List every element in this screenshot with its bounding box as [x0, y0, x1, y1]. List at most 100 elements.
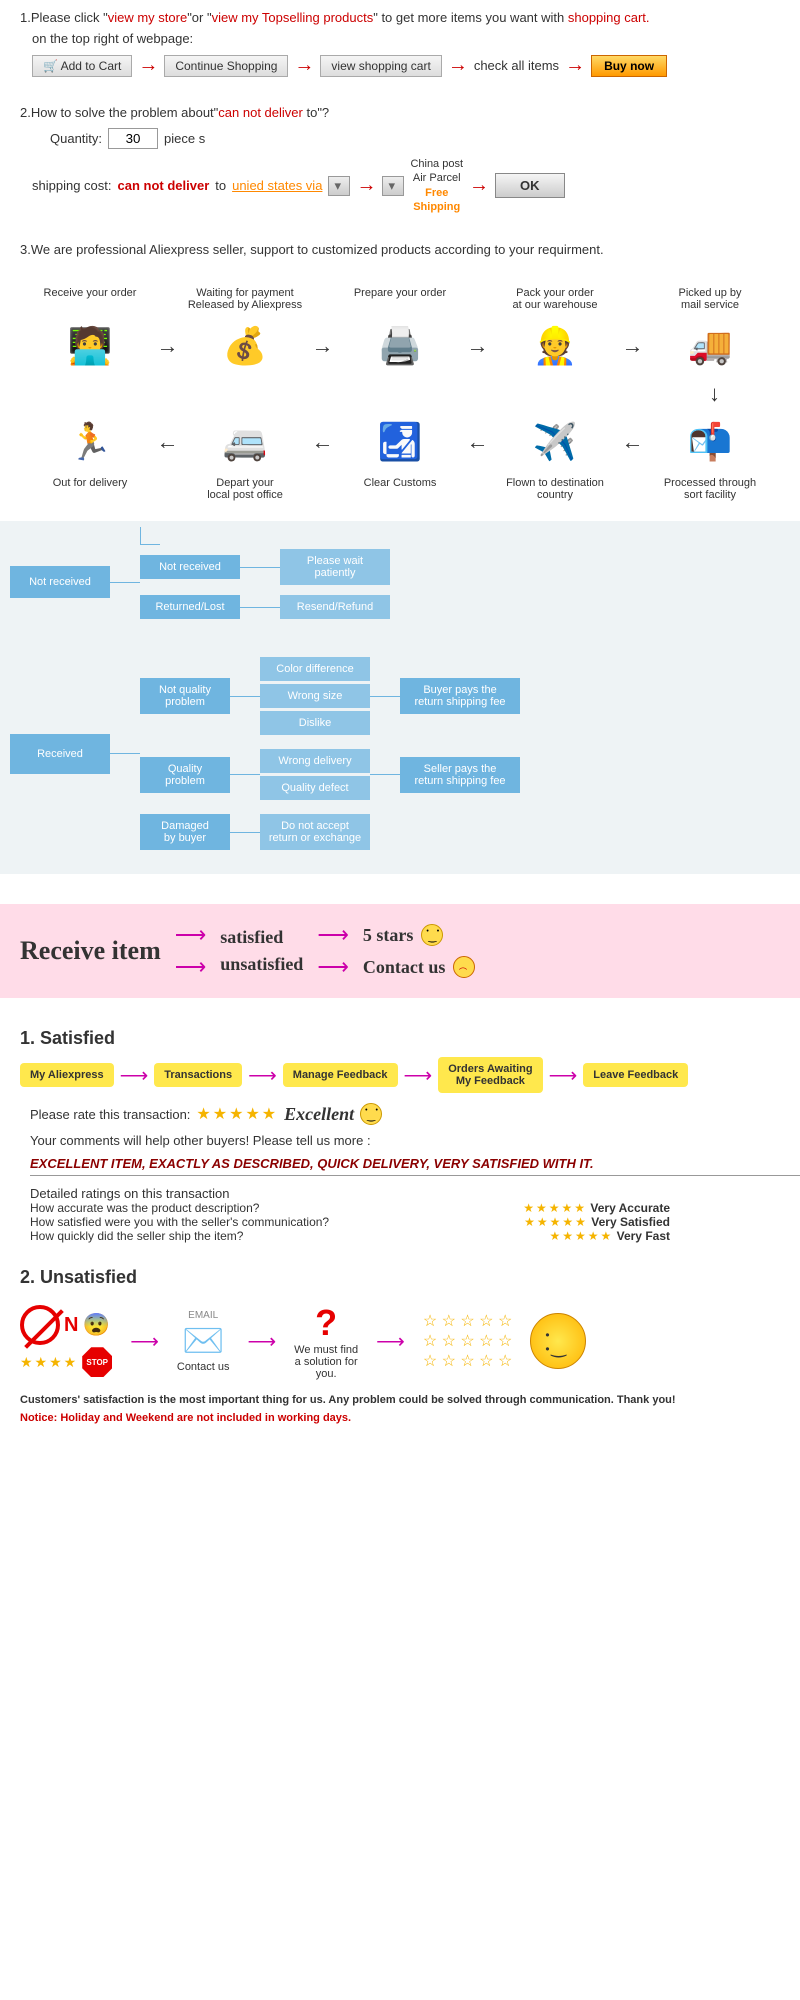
- flow-cell: 📬: [650, 411, 770, 473]
- label: Clear Customs: [340, 477, 460, 489]
- dropdown-icon[interactable]: [328, 176, 350, 196]
- row: Not received Please wait patiently: [140, 549, 390, 585]
- link-cart[interactable]: shopping cart.: [568, 10, 650, 25]
- flow-cell: 👷: [495, 315, 615, 377]
- arrow-icon: ⟶: [247, 1329, 276, 1354]
- satisfied-heading: 1. Satisfied: [20, 1028, 780, 1049]
- footer-note-2: Notice: Holiday and Weekend are not incl…: [20, 1412, 780, 1424]
- link-view-store[interactable]: view my store: [108, 10, 187, 25]
- col: Not quality problem Color difference Wro…: [140, 655, 520, 852]
- node: Not quality problem: [140, 678, 230, 714]
- connector: [110, 582, 140, 583]
- flow-icon: 🛃: [370, 417, 430, 467]
- col: ⟶ ⟶: [175, 922, 207, 980]
- label: Waiting for payment Released by Aliexpre…: [185, 287, 305, 311]
- intro-line2: on the top right of webpage:: [32, 31, 780, 46]
- angry-icon: [453, 956, 475, 978]
- five-stars-icon: ★★★★★: [196, 1104, 278, 1124]
- row: 5 stars: [363, 924, 476, 946]
- down-arrow: ↓: [0, 381, 720, 407]
- qty-label: Quantity:: [50, 131, 102, 146]
- arrow-icon: ⟶: [404, 1063, 433, 1088]
- a: ★★★★★ Very Fast: [549, 1229, 670, 1243]
- step-pill[interactable]: My Aliexpress: [20, 1063, 114, 1087]
- button-flow-row: 🛒 Add to Cart → Continue Shopping → view…: [32, 54, 780, 77]
- arrow-icon: →: [622, 333, 644, 359]
- qty-unit: piece s: [164, 131, 205, 146]
- detail-title: Detailed ratings on this transaction: [30, 1186, 800, 1201]
- solution-cell: ? We must find a solution for you.: [294, 1302, 358, 1380]
- arrow-icon: ⟶: [175, 954, 207, 980]
- continue-shopping-button[interactable]: Continue Shopping: [164, 55, 288, 77]
- node: Not received: [140, 555, 240, 579]
- arrow-icon: →: [467, 333, 489, 359]
- node-received: Received: [10, 734, 110, 774]
- n-label: N: [64, 1314, 78, 1337]
- flow-top-icons: 🧑‍💻 → 💰 → 🖨️ → 👷 → 🚚: [30, 315, 770, 377]
- connector: [240, 607, 280, 608]
- node: Dislike: [260, 711, 370, 735]
- add-to-cart-button[interactable]: 🛒 Add to Cart: [32, 55, 132, 77]
- rate-row: Please rate this transaction: ★★★★★ Exce…: [30, 1103, 800, 1125]
- label: Very Accurate: [590, 1201, 670, 1215]
- arrow-icon: ←: [312, 429, 334, 455]
- section-1: 1.Please click "view my store"or "view m…: [0, 0, 800, 95]
- satisfied-text: satisfied: [220, 927, 303, 948]
- connector: [230, 696, 260, 697]
- unsatisfied-text: unsatisfied: [220, 954, 303, 975]
- arrow-icon: ⟶: [317, 954, 349, 980]
- fc-not-received: Not received Not received Please wait pa…: [10, 543, 790, 621]
- connector: [230, 774, 260, 775]
- email-label: EMAIL: [177, 1310, 230, 1321]
- row: Not quality problem Color difference Wro…: [140, 657, 520, 735]
- label: Add to Cart: [61, 59, 122, 73]
- smiley-icon: [421, 924, 443, 946]
- arrow-icon: →: [312, 333, 334, 359]
- row: Returned/Lost Resend/Refund: [140, 595, 390, 619]
- arrow-icon: ⟶: [376, 1329, 405, 1354]
- col: ⟶ ⟶: [317, 922, 349, 980]
- node-not-received: Not received: [10, 566, 110, 598]
- step-pill[interactable]: Transactions: [154, 1063, 242, 1087]
- order-flow-diagram: Receive your order Waiting for payment R…: [0, 287, 800, 501]
- view-cart-button[interactable]: view shopping cart: [320, 55, 441, 77]
- q2-line: 2.How to solve the problem about"can not…: [20, 105, 780, 120]
- link-topselling[interactable]: view my Topselling products: [212, 10, 374, 25]
- flow-icon: 📬: [680, 417, 740, 467]
- big-smiley-icon: [530, 1313, 586, 1369]
- arrow-icon: →: [448, 54, 468, 77]
- connector: [140, 527, 160, 545]
- flow-cell: ✈️: [495, 411, 615, 473]
- qty-input[interactable]: [108, 128, 158, 149]
- step-pill[interactable]: Manage Feedback: [283, 1063, 398, 1087]
- arrow-icon: →: [138, 54, 158, 77]
- flow-icon: 🚐: [215, 417, 275, 467]
- ship-label: shipping cost:: [32, 178, 112, 193]
- country-link[interactable]: unied states via: [232, 178, 322, 193]
- solution-text: We must find a solution for you.: [294, 1344, 358, 1380]
- stars-row: ☆ ☆ ☆ ☆ ☆: [423, 1351, 513, 1371]
- node: Quality problem: [140, 757, 230, 793]
- dropdown-icon[interactable]: [382, 176, 404, 196]
- blue-flowchart: Not received Not received Please wait pa…: [0, 521, 800, 874]
- a: ★★★★★ Very Satisfied: [524, 1215, 670, 1229]
- step-pill[interactable]: Orders Awaiting My Feedback: [438, 1057, 542, 1093]
- col: satisfied unsatisfied: [220, 927, 303, 975]
- row: Damaged by buyer Do not accept return or…: [140, 814, 520, 850]
- flow-icon: 🖨️: [370, 321, 430, 371]
- q: How satisfied were you with the seller's…: [30, 1215, 329, 1229]
- node: Color difference: [260, 657, 370, 681]
- stars-grid: ☆ ☆ ☆ ☆ ☆ ☆ ☆ ☆ ☆ ☆ ☆ ☆ ☆ ☆ ☆: [423, 1311, 513, 1371]
- label: Pack your order at our warehouse: [495, 287, 615, 311]
- text: "or ": [187, 10, 211, 25]
- arrow-icon: ⟶: [549, 1063, 578, 1088]
- node: Wrong size: [260, 684, 370, 708]
- shipping-row: shipping cost:can not deliver to unied s…: [32, 157, 780, 214]
- rate-label: Please rate this transaction:: [30, 1107, 190, 1122]
- envelope-icon: ✉️: [177, 1321, 230, 1361]
- ok-button[interactable]: OK: [495, 173, 565, 198]
- free-shipping: Free Shipping: [410, 186, 463, 215]
- buy-now-button[interactable]: Buy now: [591, 55, 667, 77]
- flow-cell: 💰: [185, 315, 305, 377]
- step-pill[interactable]: Leave Feedback: [583, 1063, 688, 1087]
